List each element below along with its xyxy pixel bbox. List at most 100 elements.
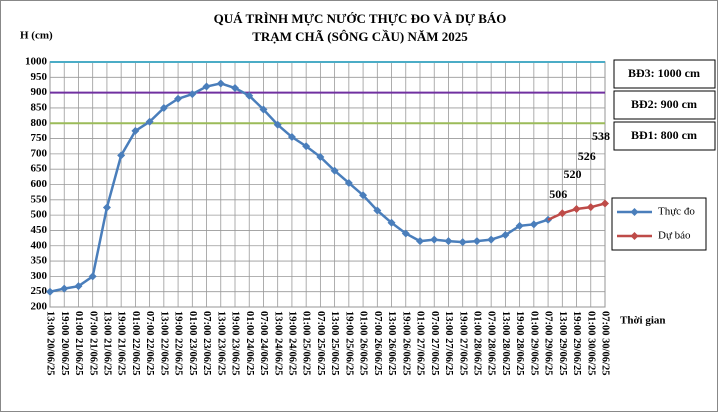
chart-title: TRẠM CHÃ (SÔNG CẦU) NĂM 2025 — [252, 29, 468, 44]
marker — [458, 238, 467, 247]
x-tick-label: 07:00 25/06/25 — [315, 311, 326, 375]
marker — [231, 84, 239, 93]
x-tick-label: 01:00 29/06/25 — [528, 311, 539, 375]
x-tick-label: 07:00 22/06/25 — [144, 311, 155, 375]
y-axis-label: H (cm) — [20, 30, 53, 42]
x-tick-label: 19:00 26/06/25 — [400, 311, 411, 375]
y-tick-label: 450 — [31, 224, 48, 236]
x-tick-label: 07:00 30/06/25 — [600, 311, 611, 375]
marker — [202, 82, 211, 91]
marker — [387, 218, 396, 227]
reference-box — [613, 121, 716, 151]
marker — [586, 203, 595, 212]
marker — [174, 94, 183, 103]
marker — [159, 103, 168, 112]
y-tick-label: 600 — [31, 178, 48, 190]
marker — [131, 126, 140, 135]
x-tick-label: 01:00 22/06/25 — [130, 311, 141, 375]
marker — [245, 91, 254, 100]
y-tick-label: 700 — [31, 147, 48, 159]
chart-title: QUÁ TRÌNH MỰC NƯỚC THỰC ĐO VÀ DỰ BÁO — [214, 11, 507, 26]
y-tick-label: 950 — [31, 71, 48, 83]
x-tick-label: 19:00 22/06/25 — [173, 311, 184, 375]
marker — [373, 206, 382, 215]
marker — [572, 205, 581, 213]
y-tick-label: 350 — [31, 255, 48, 267]
marker — [416, 237, 424, 246]
y-tick-label: 300 — [31, 270, 48, 282]
x-axis-label: Thời gian — [620, 315, 666, 327]
x-tick-label: 13:00 23/06/25 — [215, 311, 226, 375]
marker — [330, 166, 339, 175]
marker — [102, 203, 111, 212]
series-line — [561, 202, 606, 215]
marker — [287, 133, 296, 142]
x-tick-label: 19:00 25/06/25 — [343, 311, 354, 375]
x-tick-label: 19:00 23/06/25 — [230, 311, 241, 375]
y-tick-label: 250 — [31, 285, 48, 297]
marker — [216, 79, 225, 88]
x-tick-label: 13:00 29/06/25 — [557, 311, 568, 375]
y-tick-label: 750 — [31, 132, 48, 144]
y-tick-label: 500 — [31, 209, 48, 221]
marker — [88, 272, 97, 281]
marker — [359, 191, 368, 200]
x-tick-label: 19:00 29/06/25 — [571, 311, 582, 375]
x-tick-label: 19:00 21/06/25 — [116, 311, 127, 375]
x-tick-label: 07:00 29/06/25 — [543, 311, 554, 375]
x-tick-label: 01:00 28/06/25 — [472, 311, 483, 375]
marker — [46, 287, 54, 296]
y-tick-label: 400 — [31, 239, 48, 251]
x-tick-label: 01:00 27/06/25 — [415, 311, 426, 375]
legend-marker — [630, 208, 639, 216]
x-tick-label: 13:00 26/06/25 — [386, 311, 397, 375]
x-tick-label: 01:00 26/06/25 — [358, 311, 369, 375]
marker — [117, 151, 126, 160]
y-tick-label: 200 — [31, 301, 48, 313]
x-tick-label: 13:00 27/06/25 — [443, 311, 454, 375]
x-tick-label: 13:00 21/06/25 — [102, 311, 113, 375]
x-tick-label: 01:00 23/06/25 — [187, 311, 198, 375]
x-tick-label: 19:00 27/06/25 — [457, 311, 468, 375]
legend-marker — [630, 232, 639, 240]
marker — [515, 221, 524, 230]
x-tick-label: 19:00 28/06/25 — [514, 311, 525, 375]
y-tick-label: 650 — [31, 163, 48, 175]
y-tick-label: 1000 — [25, 56, 48, 68]
y-tick-label: 550 — [31, 193, 48, 205]
marker — [601, 199, 609, 208]
x-tick-label: 01:00 25/06/25 — [301, 311, 312, 375]
marker — [302, 142, 311, 151]
marker — [444, 237, 453, 246]
x-tick-label: 07:00 27/06/25 — [429, 311, 440, 375]
x-tick-label: 13:00 25/06/25 — [329, 311, 340, 375]
reference-box — [613, 59, 716, 89]
marker — [60, 284, 69, 293]
x-tick-label: 01:00 21/06/25 — [73, 311, 84, 375]
y-tick-label: 900 — [31, 86, 48, 98]
data-label: 506 — [549, 187, 567, 201]
x-tick-label: 07:00 24/06/25 — [258, 311, 269, 375]
marker — [529, 220, 538, 229]
x-tick-label: 13:00 28/06/25 — [500, 311, 511, 375]
x-tick-label: 07:00 28/06/25 — [486, 311, 497, 375]
reference-box — [613, 90, 716, 120]
x-tick-label: 19:00 24/06/25 — [287, 311, 298, 375]
x-tick-label: 13:00 24/06/25 — [272, 311, 283, 375]
x-tick-label: 01:00 30/06/25 — [585, 311, 596, 375]
marker — [472, 237, 481, 246]
marker — [401, 229, 410, 238]
x-tick-label: 07:00 23/06/25 — [201, 311, 212, 375]
reference-label: BĐ3: 1000 cm — [628, 66, 700, 80]
marker — [316, 152, 325, 161]
x-tick-label: 07:00 21/06/25 — [87, 311, 98, 375]
x-tick-label: 13:00 22/06/25 — [158, 311, 169, 375]
marker — [188, 90, 197, 99]
y-tick-label: 800 — [31, 117, 48, 129]
x-tick-label: 07:00 26/06/25 — [372, 311, 383, 375]
marker — [430, 235, 439, 244]
reference-label: BĐ2: 900 cm — [631, 97, 697, 111]
marker — [487, 235, 496, 244]
legend — [611, 197, 707, 251]
